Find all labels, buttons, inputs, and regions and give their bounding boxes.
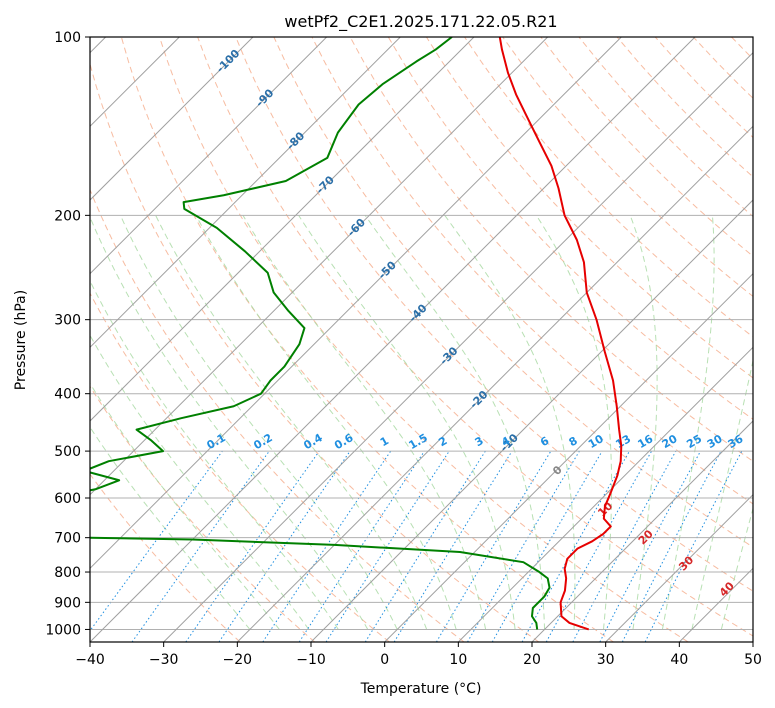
y-tick-label: 100 [54, 30, 81, 46]
mixing-ratio-line [218, 450, 351, 642]
isotherm-line [90, 37, 475, 422]
isotherm-line [236, 125, 753, 642]
x-tick-label: 10 [449, 652, 467, 668]
pressure-gridlines [90, 37, 753, 630]
dry-adiabat-line [387, 37, 753, 420]
moist-adiabat-line [90, 279, 339, 630]
mixing-ratio-line [545, 450, 653, 642]
mixing-ratio-line [644, 450, 743, 642]
x-axis-label: Temperature (°C) [360, 681, 482, 697]
dry-adiabat-line [90, 385, 316, 642]
y-tick-label: 400 [54, 387, 81, 403]
isotherm-line [384, 272, 753, 642]
isotherm-line [90, 37, 549, 496]
dry-adiabat-line [502, 37, 753, 298]
dry-adiabat-line [90, 292, 390, 642]
isotherm-line [163, 51, 753, 642]
mixing-ratio-line [185, 450, 320, 642]
mixing-ratio-line [262, 450, 392, 642]
mixing-ratio-line [393, 450, 513, 642]
isotherm-line [90, 37, 254, 201]
x-axis-ticks: −40 −30 −20 −10 0 10 20 30 40 50 [75, 642, 762, 668]
x-tick-label: −30 [149, 652, 179, 668]
moist-adiabat-line [119, 215, 398, 630]
dry-adiabat-line [273, 37, 753, 548]
x-tick-label: 0 [380, 652, 389, 668]
dry-adiabat-line [311, 37, 753, 505]
dry-adiabats [90, 37, 753, 642]
x-tick-label: −20 [223, 652, 253, 668]
dry-adiabat-line [425, 37, 753, 379]
mixing-ratio-line [572, 450, 677, 642]
y-tick-label: 900 [54, 595, 81, 611]
x-tick-label: 40 [670, 652, 688, 668]
isotherm-line [531, 420, 753, 642]
y-axis-label: Pressure (hPa) [13, 290, 29, 390]
x-tick-label: 50 [744, 652, 762, 668]
mixing-ratio-line [90, 450, 223, 632]
x-tick-label: −10 [296, 652, 326, 668]
isotherms [90, 37, 753, 642]
y-tick-label: 300 [54, 313, 81, 329]
dry-adiabat-line [464, 37, 753, 338]
y-tick-label: 500 [54, 444, 81, 460]
x-tick-label: −40 [75, 652, 105, 668]
dewpoint-profile-line [90, 37, 551, 630]
dry-adiabat-line [120, 37, 614, 642]
chart-title: wetPf2_C2E1.2025.171.22.05.R21 [284, 12, 557, 32]
isotherm-line [90, 37, 328, 275]
isotherm-line [457, 346, 753, 642]
mixing-ratio-line [131, 450, 270, 642]
isotherm-line [310, 199, 753, 642]
y-tick-label: 700 [54, 531, 81, 547]
dry-adiabat-line [90, 188, 465, 642]
plot-frame [89, 36, 754, 643]
temperature-profile-line [498, 37, 623, 631]
dry-adiabat-line [235, 37, 753, 592]
isotherm-line [90, 37, 622, 570]
dry-adiabat-line [90, 62, 540, 642]
y-tick-label: 200 [54, 208, 81, 224]
dry-adiabat-line [349, 37, 753, 462]
profile-series [90, 37, 623, 631]
moist-adiabat-line [90, 334, 310, 630]
y-axis-ticks: 100 200 300 400 500 600 700 800 900 1000 [45, 30, 90, 638]
x-tick-label: 20 [523, 652, 541, 668]
y-tick-label: 1000 [45, 622, 81, 638]
mixing-ratio-line [325, 450, 450, 642]
x-tick-label: 30 [597, 652, 615, 668]
isotherm-line [605, 493, 753, 642]
y-tick-label: 800 [54, 565, 81, 581]
isotherm-line [90, 37, 696, 642]
moist-adiabat-line [242, 215, 487, 630]
dry-adiabat-line [159, 37, 689, 642]
isotherm-line [90, 37, 401, 349]
y-tick-label: 600 [54, 491, 81, 507]
dry-adiabat-line [90, 473, 241, 642]
mixing-ratio-line [298, 450, 425, 642]
